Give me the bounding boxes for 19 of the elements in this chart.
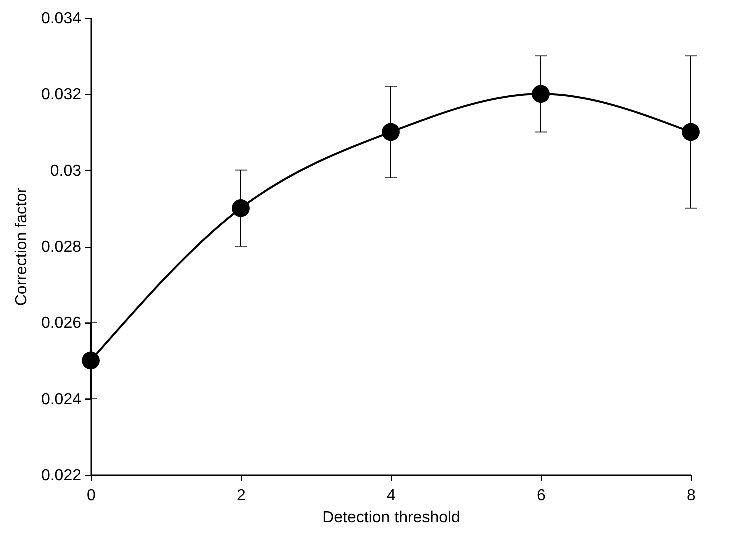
- y-tick-label: 0.024: [41, 391, 82, 408]
- x-tick-label: 6: [537, 488, 546, 504]
- x-tick-label: 2: [237, 488, 246, 504]
- y-tick-label: 0.022: [41, 468, 82, 484]
- y-tick-label: 0.032: [41, 86, 82, 104]
- y-tick-label: 0.026: [41, 315, 82, 332]
- point: [532, 85, 550, 104]
- y-tick-label: 0.028: [41, 239, 82, 256]
- point: [232, 199, 250, 218]
- y-axis-title: Correction factor: [13, 187, 30, 306]
- y-tick-label: 0.03: [50, 162, 82, 180]
- y-tick-label: 0.034: [41, 10, 82, 28]
- x-tick-label: 0: [87, 488, 96, 504]
- point: [682, 123, 700, 142]
- x-axis-title: Detection threshold: [322, 510, 460, 526]
- point: [82, 352, 100, 370]
- point: [382, 123, 400, 142]
- x-tick-label: 8: [687, 488, 696, 504]
- x-tick-label: 4: [387, 488, 396, 504]
